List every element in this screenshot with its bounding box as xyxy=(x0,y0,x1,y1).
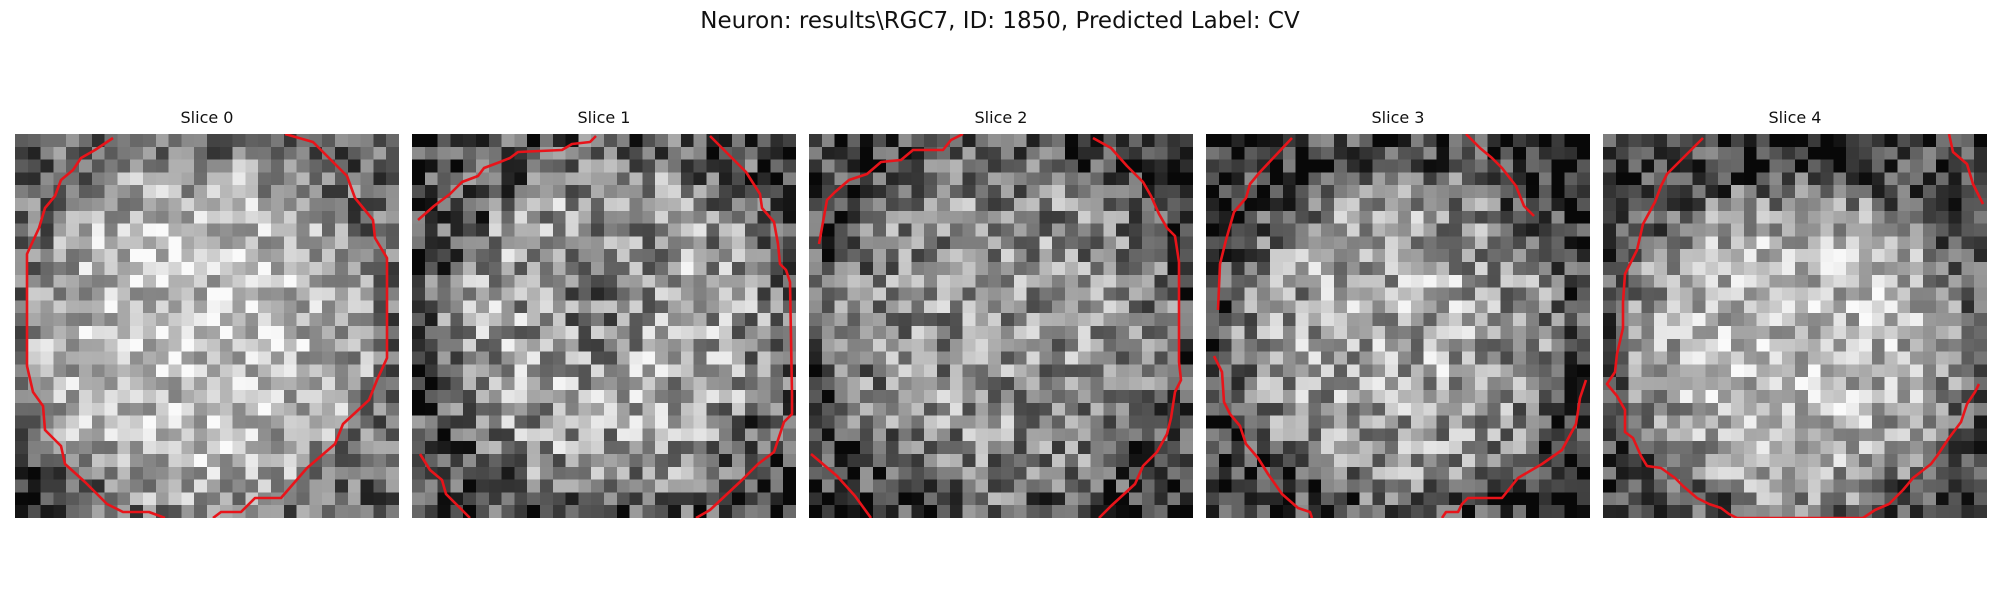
slice-4-contour-1 xyxy=(1947,134,1985,205)
slice-3-image xyxy=(1206,134,1590,518)
slice-1-contour-2 xyxy=(418,453,471,518)
slice-2-contour-0 xyxy=(817,134,964,245)
slice-3-contour-2 xyxy=(1465,134,1535,217)
slice-3-contour-3 xyxy=(1440,379,1588,518)
slice-2-title: Slice 2 xyxy=(974,108,1028,127)
slice-1-contour-0 xyxy=(417,135,597,221)
slice-2-contour-1 xyxy=(1092,136,1183,518)
slice-1-contour-1 xyxy=(695,135,794,518)
slice-0-contour-0 xyxy=(25,136,166,518)
slice-3-title: Slice 3 xyxy=(1371,108,1425,127)
slice-1-title: Slice 1 xyxy=(577,108,631,127)
slice-4-title: Slice 4 xyxy=(1768,108,1822,127)
slice-2-contour-2 xyxy=(810,453,873,518)
slice-3-contour-0 xyxy=(1216,137,1293,311)
slice-0-title: Slice 0 xyxy=(180,108,234,127)
slice-4-image xyxy=(1603,134,1987,518)
slice-1-image xyxy=(412,134,796,518)
slice-4-contour-0 xyxy=(1605,137,1981,518)
slice-2-image xyxy=(809,134,1193,518)
slice-3-contour-1 xyxy=(1212,355,1314,518)
slice-0-image xyxy=(15,134,399,518)
figure-title: Neuron: results\RGC7, ID: 1850, Predicte… xyxy=(700,8,1300,34)
slice-0-contour-1 xyxy=(212,134,389,518)
